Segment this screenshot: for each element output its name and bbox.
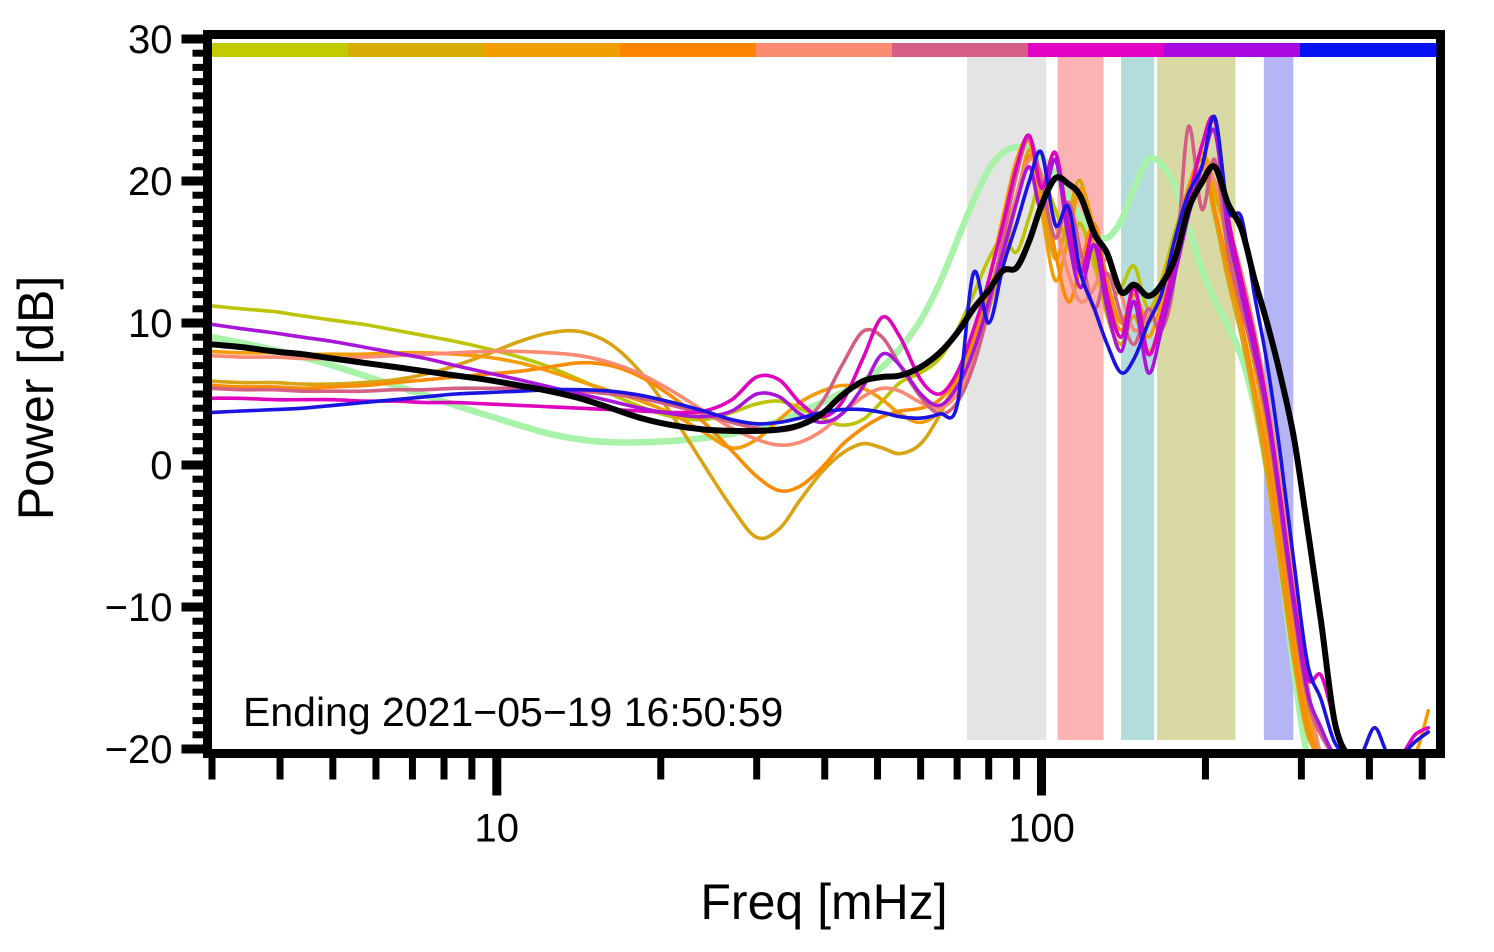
band-pink <box>1057 57 1104 740</box>
ending-timestamp: Ending 2021−05−19 16:50:59 <box>243 689 784 735</box>
y-tick-label: 10 <box>128 302 173 346</box>
series-segment-9-blue <box>212 114 1431 749</box>
series-segment-7-magenta <box>212 115 1431 749</box>
series-mean-spectrum <box>212 163 1348 749</box>
colorbar-segment-9 <box>1300 43 1437 57</box>
colorbar-segment-2 <box>348 43 485 57</box>
series-segment-5-salmon <box>212 157 1322 749</box>
y-tick-label: −10 <box>105 586 173 630</box>
colorbar-segment-7 <box>1028 43 1165 57</box>
series-segment-8-purple <box>212 127 1333 749</box>
y-tick-label: 20 <box>128 160 173 204</box>
colorbar-segment-1 <box>212 43 349 57</box>
series-segment-6-rose <box>212 124 1332 749</box>
x-tick-label: 100 <box>1008 807 1075 851</box>
colorbar-segment-8 <box>1164 43 1301 57</box>
colorbar-segment-4 <box>620 43 757 57</box>
band-teal <box>1121 57 1155 740</box>
x-tick-label: 10 <box>475 807 520 851</box>
colorbar-segment-3 <box>484 43 621 57</box>
colorbar-segment-5 <box>756 43 893 57</box>
y-tick-label: 30 <box>128 18 173 62</box>
y-tick-label: −20 <box>105 728 173 772</box>
y-axis-title: Power [dB] <box>8 275 64 521</box>
colorbar-segment-6 <box>892 43 1029 57</box>
x-axis-title: Freq [mHz] <box>700 874 948 930</box>
y-tick-label: 0 <box>150 444 172 488</box>
